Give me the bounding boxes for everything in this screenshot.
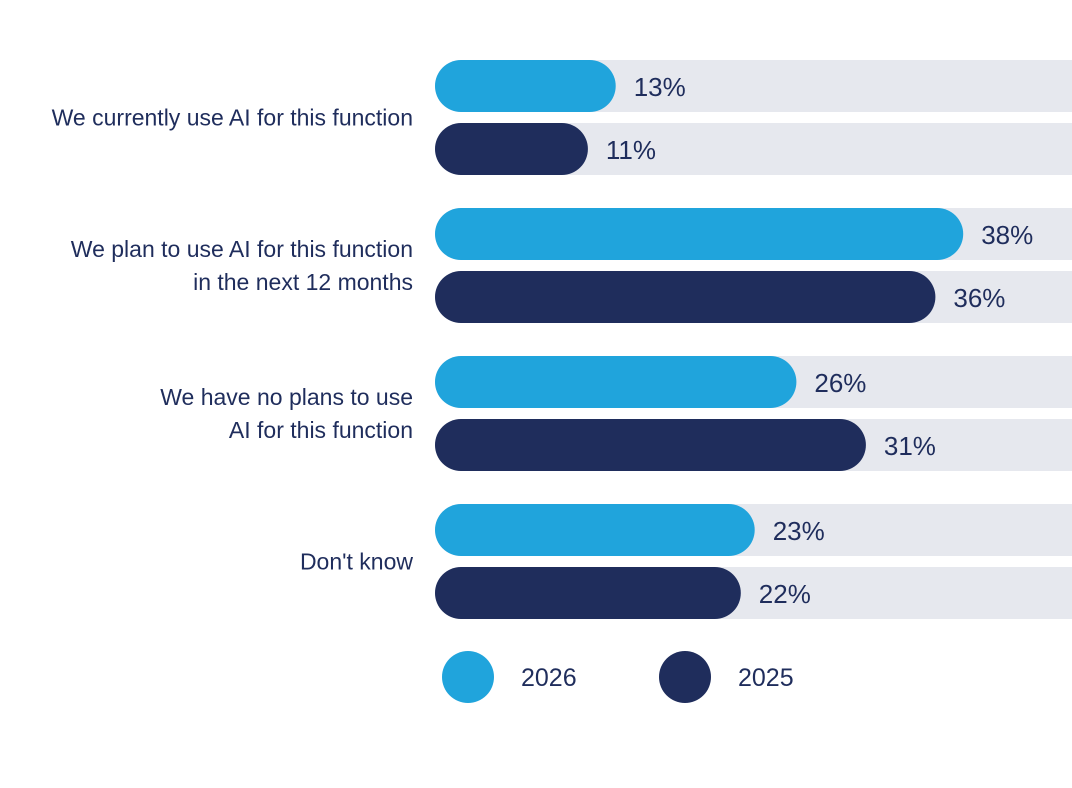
value-labels: 13% 11% 38% 36% 26% 31% 23% 22%: [606, 72, 1033, 609]
category-label: Don't know: [300, 549, 413, 575]
category-label: in the next 12 months: [193, 269, 413, 295]
value-label: 36%: [953, 283, 1005, 313]
bar-2025-1: [435, 271, 936, 323]
value-label: 26%: [814, 368, 866, 398]
bar-2026-3: [435, 504, 755, 556]
value-label: 13%: [634, 72, 686, 102]
category-label: We have no plans to use: [160, 384, 413, 410]
bar-2025-2: [435, 419, 866, 471]
value-label: 38%: [981, 220, 1033, 250]
category-labels: We currently use AI for this function We …: [52, 105, 414, 575]
bar-2026-2: [435, 356, 797, 408]
bar-2026-0: [435, 60, 616, 112]
bar-2025-0: [435, 123, 588, 175]
bar-2025-3: [435, 567, 741, 619]
category-label: We plan to use AI for this function: [71, 236, 413, 262]
legend: 2026 2025: [442, 651, 794, 703]
category-label: AI for this function: [229, 417, 413, 443]
legend-label: 2026: [521, 664, 577, 692]
value-label: 31%: [884, 431, 936, 461]
legend-label: 2025: [738, 664, 794, 692]
category-label: We currently use AI for this function: [52, 105, 413, 131]
value-label: 11%: [606, 135, 656, 165]
legend-swatch-2026: [442, 651, 494, 703]
value-label: 23%: [773, 516, 825, 546]
legend-swatch-2025: [659, 651, 711, 703]
bars: [435, 60, 964, 619]
bar-track: [435, 123, 1072, 175]
value-label: 22%: [759, 579, 811, 609]
bar-2026-1: [435, 208, 964, 260]
